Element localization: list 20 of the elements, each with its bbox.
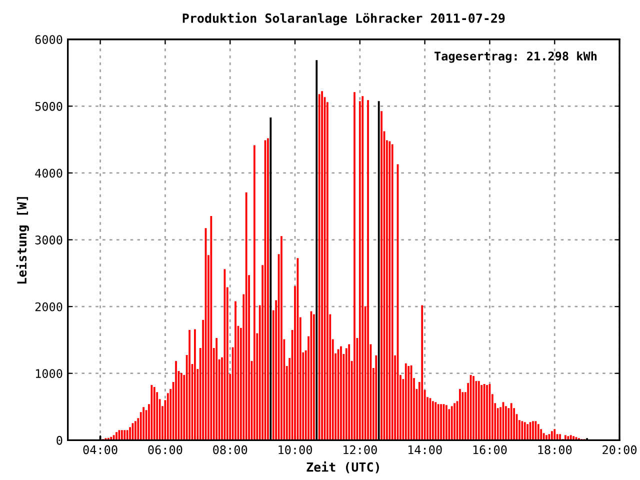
x-axis-title: Zeit (UTC)	[306, 461, 379, 474]
x-tick-label: 04:00	[83, 445, 118, 454]
y-axis-title: Leistung [W]	[16, 197, 29, 284]
y-tick-label: 1000	[36, 369, 62, 378]
y-tick-label: 2000	[35, 302, 62, 312]
x-tick-label: 20:00	[602, 445, 637, 454]
y-tick-label: 3000	[35, 236, 62, 244]
x-tick-label: 14:00	[408, 445, 442, 454]
y-tick-label: 6000	[35, 35, 62, 44]
x-tick-label: 06:00	[148, 445, 182, 454]
annotation: Tagesertrag: 21.298 kWh	[434, 51, 597, 63]
chart-title: Produktion Solaranlage Löhracker 2011-07-29	[182, 12, 505, 26]
y-tick-label: 5000	[35, 102, 62, 111]
x-tick-label: 12:00	[344, 445, 377, 454]
x-tick-label: 16:00	[473, 445, 507, 454]
y-tick-label: 0	[56, 436, 62, 445]
x-tick-label: 18:00	[538, 445, 572, 454]
y-tick-label: 4000	[35, 168, 62, 178]
x-tick-label: 10:00	[278, 445, 312, 454]
x-tick-label: 08:00	[213, 445, 248, 454]
